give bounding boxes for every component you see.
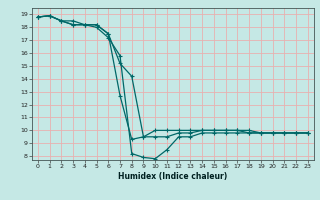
X-axis label: Humidex (Indice chaleur): Humidex (Indice chaleur) (118, 172, 228, 181)
